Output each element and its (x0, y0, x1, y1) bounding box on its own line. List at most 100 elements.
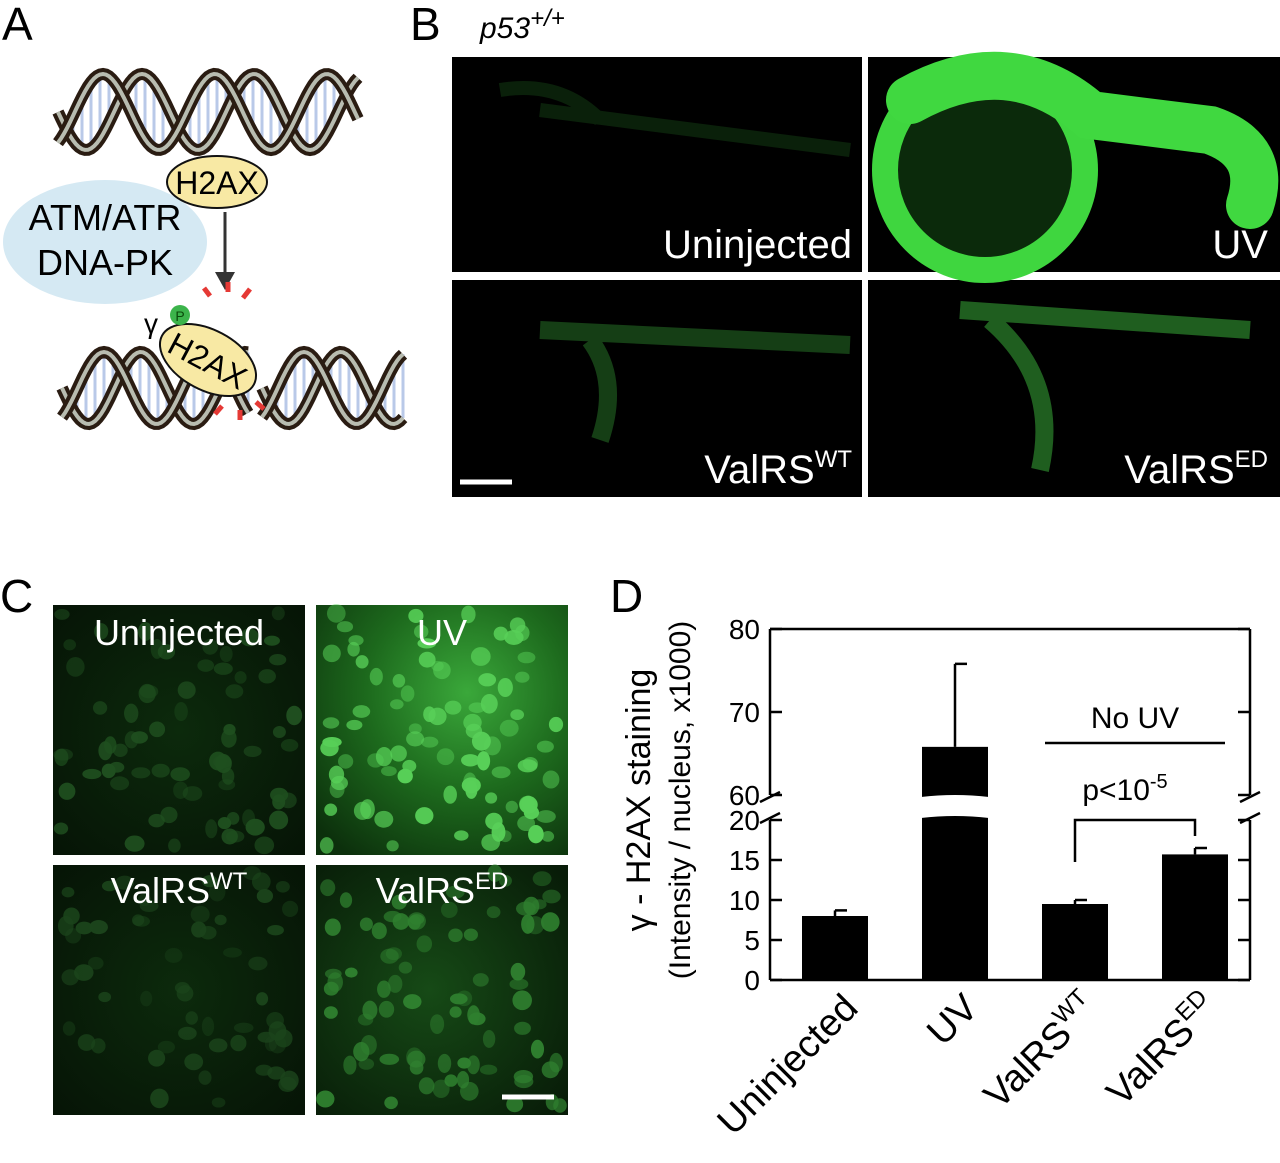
nucleus (336, 621, 354, 633)
nucleus (541, 912, 560, 932)
nucleus (202, 638, 219, 655)
nucleus (491, 766, 511, 779)
nucleus (375, 747, 393, 767)
nucleus (418, 651, 436, 668)
nucleus (339, 892, 353, 908)
nucleus (485, 792, 498, 804)
nucleus (280, 738, 299, 752)
nucleus (223, 947, 242, 958)
nucleus (456, 1070, 470, 1089)
label-main: ValRS (111, 870, 210, 911)
nucleus (390, 745, 407, 762)
annotation-main: p<10 (1082, 774, 1150, 807)
nucleus (461, 754, 480, 767)
nucleus (62, 1021, 76, 1036)
genotype-name: p53 (479, 12, 530, 45)
y-tick-label: 70 (729, 697, 760, 728)
embryo-faint (959, 301, 1251, 472)
embryo-image (452, 280, 862, 497)
image-label: ValRSWT (111, 868, 248, 911)
nucleus (205, 819, 218, 839)
nucleus (269, 654, 287, 666)
label-sup: ED (1235, 446, 1268, 473)
image-label: UV (417, 612, 467, 653)
nucleus (243, 866, 261, 881)
nucleus (74, 964, 94, 981)
nucleus (184, 1053, 204, 1071)
nucleus (371, 922, 387, 940)
nucleus (445, 885, 465, 899)
nucleus (230, 1034, 247, 1052)
break-mark (254, 400, 266, 411)
arrowhead (215, 272, 235, 290)
nucleus (454, 830, 469, 841)
nucleus (248, 956, 268, 971)
nucleus (430, 1014, 445, 1034)
nucleus (506, 1096, 524, 1113)
nucleus (266, 1012, 284, 1029)
nucleus (208, 882, 226, 902)
nucleus (536, 740, 554, 753)
nucleus (497, 677, 513, 698)
nucleus (221, 828, 238, 845)
nucleus (541, 831, 555, 842)
nucleus (282, 900, 299, 918)
nucleus (517, 759, 538, 773)
nucleus (124, 835, 145, 852)
h2ax-label: H2AX (175, 165, 259, 201)
image-label: UV (1212, 223, 1268, 267)
nucleus (377, 980, 391, 998)
nucleus (101, 880, 118, 892)
h2ax-ellipse (158, 322, 258, 398)
nucleus (391, 894, 407, 910)
kinase-label: DNA-PK (37, 242, 173, 283)
y-tick-label: 20 (729, 805, 760, 836)
nucleus (61, 887, 75, 898)
y-tick-label: 60 (729, 780, 760, 811)
nucleus (177, 681, 196, 699)
nucleus (140, 990, 153, 1007)
nucleus (198, 1070, 212, 1085)
axis-line (1239, 811, 1261, 825)
nucleus (449, 1006, 462, 1018)
nucleus (417, 638, 437, 649)
nucleus (457, 1057, 472, 1069)
nucleus (406, 731, 425, 747)
nucleus (444, 700, 462, 715)
nucleus (58, 782, 76, 800)
nucleus (53, 822, 69, 835)
nucleus (532, 899, 547, 910)
nucleus (541, 1061, 560, 1079)
strand-core (260, 349, 405, 426)
nucleus (182, 786, 203, 801)
nucleus (374, 810, 394, 828)
nucleus (213, 662, 233, 675)
nucleus (91, 1038, 106, 1054)
nucleus (124, 703, 139, 723)
nucleus (170, 767, 190, 782)
nucleus (234, 671, 247, 684)
nucleus (77, 1034, 96, 1051)
nucleus (482, 1029, 496, 1048)
image-label: Uninjected (94, 612, 264, 653)
nucleus (267, 1066, 286, 1080)
strand-core (260, 349, 405, 427)
panel-letter: A (2, 0, 33, 50)
nucleus (353, 1042, 370, 1062)
nucleus (499, 874, 512, 887)
nucleus (157, 644, 176, 660)
nucleus (316, 1090, 335, 1108)
cell-image (53, 605, 305, 855)
nucleus (517, 815, 535, 832)
nucleus (257, 1031, 276, 1043)
embryo-faint (498, 81, 851, 157)
label-main: ValRS (376, 870, 475, 911)
nucleus (148, 1049, 166, 1067)
nucleus (352, 705, 371, 718)
nucleus (53, 748, 73, 761)
nucleus (443, 785, 457, 804)
panel-letter: B (410, 0, 441, 50)
phospho-dot (170, 305, 190, 325)
nucleus (324, 918, 341, 936)
